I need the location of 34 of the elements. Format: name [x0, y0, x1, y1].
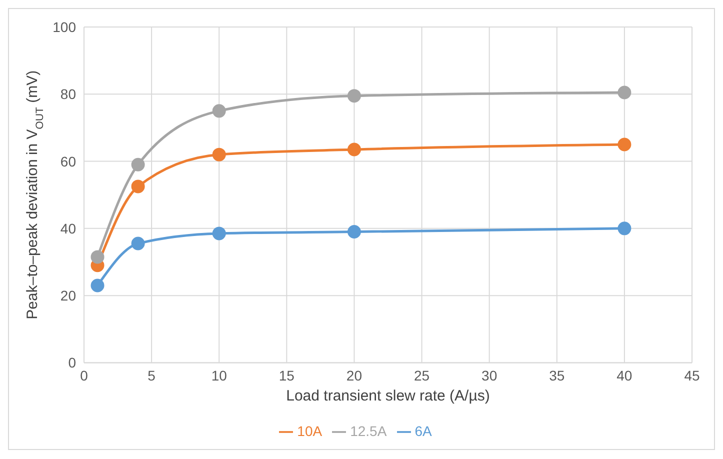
x-tick-label: 5: [148, 368, 156, 384]
x-tick-label: 0: [80, 368, 88, 384]
x-tick-label: 20: [346, 368, 362, 384]
x-tick-label: 35: [549, 368, 565, 384]
point: [131, 180, 145, 194]
x-tick-label: 10: [211, 368, 228, 384]
point: [90, 250, 104, 264]
point: [347, 89, 361, 103]
x-tick-label: 25: [414, 368, 430, 384]
x-axis-title: Load transient slew rate (A/µs): [286, 388, 490, 405]
point: [347, 225, 361, 239]
point: [212, 148, 226, 162]
y-tick-label: 100: [52, 18, 76, 35]
y-tick-label: 60: [60, 153, 76, 170]
point: [131, 236, 145, 250]
x-tick-label: 15: [278, 368, 295, 384]
point: [131, 158, 145, 172]
point: [618, 138, 632, 152]
legend-label: 6A: [414, 422, 432, 439]
point: [212, 104, 226, 118]
point: [618, 86, 632, 100]
y-tick-label: 20: [60, 288, 76, 304]
legend-label: 10A: [297, 422, 322, 439]
point: [212, 226, 226, 240]
x-tick-label: 45: [684, 368, 700, 384]
x-tick-label: 30: [482, 368, 498, 384]
point: [347, 142, 361, 156]
point: [618, 222, 632, 236]
point: [90, 278, 104, 292]
x-tick-label: 40: [616, 368, 632, 384]
y-tick-label: 0: [68, 354, 76, 371]
legend-label: 12.5A: [350, 422, 387, 439]
y-tick-label: 80: [60, 86, 76, 102]
y-tick-label: 40: [60, 220, 76, 236]
